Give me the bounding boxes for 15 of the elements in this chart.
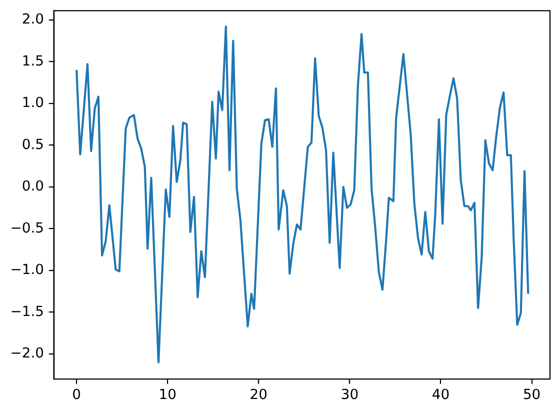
x-tick-label: 40 <box>432 386 450 403</box>
y-tick-label: −1.5 <box>10 304 44 320</box>
y-tick-label: 0.0 <box>22 178 44 195</box>
y-tick-label: 1.5 <box>22 53 44 70</box>
x-tick-label: 20 <box>250 386 268 403</box>
y-tick-label: −2.0 <box>10 346 44 362</box>
x-tick-label: 10 <box>158 386 176 403</box>
y-tick-label: −0.5 <box>10 220 44 236</box>
y-tick-label: −1.0 <box>10 262 44 278</box>
y-tick-label: 0.5 <box>22 136 44 153</box>
y-tick-label: 2.0 <box>22 11 44 28</box>
x-tick-label: 30 <box>340 386 359 403</box>
y-tick-label: 1.0 <box>22 95 44 112</box>
x-tick-label: 0 <box>72 386 81 403</box>
x-tick-label: 50 <box>522 386 541 403</box>
